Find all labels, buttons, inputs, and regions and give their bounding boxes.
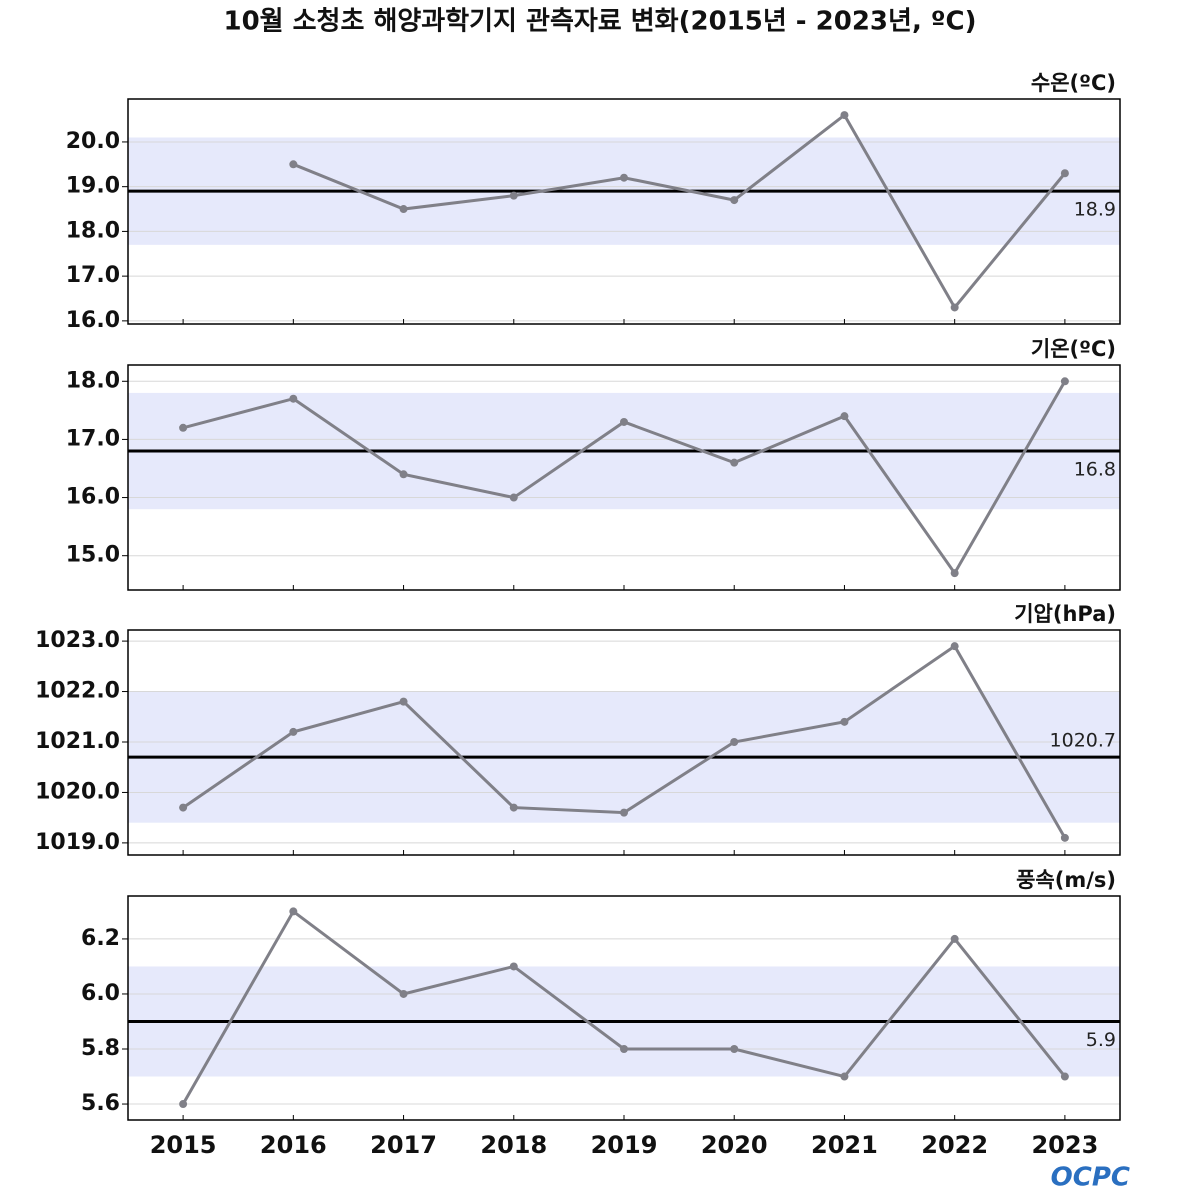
y-tick-label: 15.0 bbox=[66, 543, 120, 568]
mean-label: 5.9 bbox=[1086, 1029, 1116, 1051]
data-point bbox=[509, 803, 518, 812]
data-point bbox=[1060, 1072, 1069, 1081]
data-point bbox=[179, 423, 188, 432]
y-tick-label: 1023.0 bbox=[35, 628, 120, 653]
y-tick-label: 5.6 bbox=[81, 1091, 120, 1116]
data-point bbox=[179, 1100, 188, 1109]
data-point bbox=[399, 205, 408, 214]
mean-label: 18.9 bbox=[1074, 199, 1116, 221]
data-point bbox=[509, 962, 518, 971]
y-tick-label: 19.0 bbox=[66, 174, 120, 199]
y-tick-label: 6.2 bbox=[81, 926, 120, 951]
data-point bbox=[1060, 169, 1069, 178]
mean-label: 1020.7 bbox=[1050, 730, 1116, 752]
x-tick-label: 2021 bbox=[811, 1131, 878, 1159]
data-point bbox=[950, 303, 959, 312]
x-tick-label: 2017 bbox=[370, 1131, 437, 1159]
panel-title: 수온(ºC) bbox=[1031, 71, 1116, 95]
y-tick-label: 5.8 bbox=[81, 1036, 120, 1061]
x-tick-label: 2020 bbox=[701, 1131, 768, 1159]
data-point bbox=[950, 569, 959, 578]
data-point bbox=[399, 470, 408, 479]
y-tick-label: 18.0 bbox=[66, 368, 120, 393]
panel-title: 기압(hPa) bbox=[1014, 602, 1116, 626]
y-tick-label: 1019.0 bbox=[35, 830, 120, 855]
x-tick-label: 2018 bbox=[480, 1131, 547, 1159]
data-point bbox=[509, 493, 518, 502]
data-point bbox=[840, 111, 849, 120]
mean-label: 16.8 bbox=[1074, 459, 1116, 481]
y-tick-label: 6.0 bbox=[81, 981, 120, 1006]
data-point bbox=[289, 907, 298, 916]
plot-frame bbox=[127, 98, 1121, 325]
y-tick-label: 16.0 bbox=[66, 485, 120, 510]
logo: OCPC bbox=[1051, 1163, 1130, 1193]
y-tick-label: 18.0 bbox=[66, 218, 120, 243]
data-point bbox=[399, 989, 408, 998]
data-point bbox=[620, 808, 628, 817]
data-point bbox=[620, 417, 628, 426]
plot-frame bbox=[127, 629, 1121, 856]
x-tick-label: 2015 bbox=[150, 1131, 217, 1159]
data-point bbox=[730, 196, 739, 205]
data-point bbox=[289, 727, 298, 736]
y-tick-label: 1020.0 bbox=[35, 779, 120, 804]
data-point bbox=[730, 1045, 739, 1054]
plot-frame bbox=[127, 364, 1121, 591]
data-point bbox=[620, 173, 628, 182]
y-tick-label: 1021.0 bbox=[35, 729, 120, 754]
y-tick-label: 17.0 bbox=[66, 263, 120, 288]
data-point bbox=[399, 697, 408, 706]
data-point bbox=[289, 160, 298, 169]
x-tick-label: 2016 bbox=[260, 1131, 327, 1159]
data-point bbox=[950, 934, 959, 943]
data-point bbox=[840, 412, 849, 421]
y-tick-label: 16.0 bbox=[66, 308, 120, 333]
data-point bbox=[1060, 377, 1069, 386]
data-point bbox=[620, 1045, 628, 1054]
panel-title: 풍속(m/s) bbox=[1016, 868, 1116, 892]
data-point bbox=[509, 191, 518, 200]
x-tick-label: 2023 bbox=[1031, 1131, 1098, 1159]
data-line bbox=[292, 112, 1067, 311]
data-point bbox=[950, 642, 959, 651]
data-point bbox=[730, 737, 739, 746]
data-point bbox=[840, 717, 849, 726]
data-point bbox=[730, 458, 739, 467]
y-tick-label: 1022.0 bbox=[35, 679, 120, 704]
data-point bbox=[179, 803, 188, 812]
data-point bbox=[289, 394, 298, 403]
y-tick-label: 20.0 bbox=[66, 129, 120, 154]
x-tick-label: 2019 bbox=[591, 1131, 658, 1159]
y-tick-label: 17.0 bbox=[66, 426, 120, 451]
chart-title: 10월 소청초 해양과학기지 관측자료 변화(2015년 - 2023년, ºC… bbox=[223, 7, 976, 37]
data-point bbox=[840, 1072, 849, 1081]
x-tick-label: 2022 bbox=[921, 1131, 988, 1159]
plot-frame bbox=[127, 895, 1121, 1121]
panel-title: 기온(ºC) bbox=[1031, 337, 1116, 361]
data-point bbox=[1060, 833, 1069, 842]
